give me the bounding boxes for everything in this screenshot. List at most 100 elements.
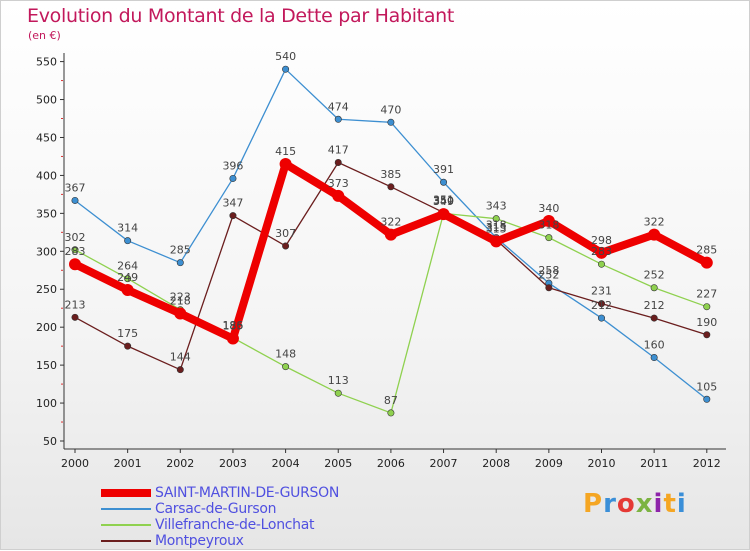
data-label-villefranche: 318 (538, 219, 559, 232)
x-tick-label: 2005 (324, 457, 352, 470)
data-label-carsac: 396 (222, 159, 243, 172)
legend-swatch (101, 489, 151, 497)
data-label-carsac: 391 (433, 163, 454, 176)
data-label-montpeyroux: 144 (170, 351, 191, 364)
legend-item-montpeyroux: Montpeyroux (101, 533, 401, 549)
data-label-saint-martin: 340 (538, 202, 559, 215)
data-point-montpeyroux (176, 366, 184, 374)
x-tick-label: 2008 (482, 457, 510, 470)
data-point-saint-martin (69, 258, 81, 271)
data-label-montpeyroux: 307 (275, 227, 296, 240)
data-label-montpeyroux: 347 (222, 197, 243, 210)
logo-letter: i (676, 489, 687, 519)
logo-letter: i (653, 489, 664, 519)
logo-letter: x (635, 489, 654, 519)
data-label-montpeyroux: 315 (486, 221, 507, 234)
data-point-carsac (387, 118, 395, 126)
data-point-saint-martin (332, 189, 345, 202)
legend-swatch (101, 540, 151, 542)
data-point-villefranche (334, 389, 342, 397)
data-point-villefranche (703, 303, 711, 311)
data-label-montpeyroux: 231 (591, 285, 612, 298)
x-tick-label: 2000 (61, 457, 89, 470)
data-label-carsac: 285 (170, 244, 191, 257)
legend-item-villefranche: Villefranche-de-Lonchat (101, 517, 401, 533)
y-tick-label: 200 (36, 321, 57, 334)
data-label-villefranche: 252 (644, 269, 665, 282)
data-point-villefranche (492, 215, 500, 223)
data-label-saint-martin: 283 (65, 245, 86, 258)
y-tick-label: 350 (36, 207, 57, 220)
data-point-saint-martin (384, 228, 397, 241)
data-label-villefranche: 264 (117, 260, 138, 273)
data-label-saint-martin: 313 (486, 222, 507, 235)
data-label-montpeyroux: 212 (644, 299, 665, 312)
data-point-villefranche (387, 409, 395, 417)
data-point-carsac (71, 196, 79, 204)
data-label-villefranche: 350 (433, 194, 454, 207)
data-point-montpeyroux (597, 300, 605, 308)
proxiti-logo: Proxiti (583, 489, 687, 519)
legend-item-carsac: Carsac-de-Gurson (101, 501, 401, 517)
data-point-montpeyroux (650, 314, 658, 322)
chart-unit: (en €) (28, 29, 61, 42)
data-label-carsac: 105 (696, 380, 717, 393)
x-tick-label: 2011 (640, 457, 668, 470)
data-point-montpeyroux (334, 159, 342, 167)
data-label-montpeyroux: 385 (380, 168, 401, 181)
data-label-montpeyroux: 351 (433, 194, 454, 207)
data-label-montpeyroux: 417 (328, 144, 349, 157)
data-point-saint-martin (542, 214, 555, 227)
data-point-villefranche (597, 260, 605, 268)
data-label-saint-martin: 349 (433, 195, 454, 208)
data-point-montpeyroux (229, 212, 237, 220)
data-label-saint-martin: 285 (696, 244, 717, 257)
axes: 50 100 150 200 250 300 350 400 450 500 550 2000 2001… (36, 53, 726, 470)
data-point-carsac (176, 259, 184, 267)
logo-letter: o (616, 489, 636, 519)
series-lines (69, 65, 713, 417)
y-tick-label: 400 (36, 169, 57, 182)
data-point-saint-martin (174, 307, 187, 320)
data-point-carsac (229, 174, 237, 182)
data-label-carsac: 367 (65, 181, 86, 194)
data-label-carsac: 160 (644, 339, 665, 352)
data-label-montpeyroux: 175 (117, 327, 138, 340)
data-label-villefranche: 302 (65, 231, 86, 244)
data-point-carsac (650, 354, 658, 362)
data-point-villefranche (124, 275, 132, 283)
data-label-saint-martin: 415 (275, 145, 296, 158)
x-tick-label: 2012 (693, 457, 721, 470)
data-point-montpeyroux (124, 342, 132, 350)
data-label-carsac: 212 (591, 299, 612, 312)
data-label-carsac: 540 (275, 50, 296, 63)
legend-label: Villefranche-de-Lonchat (155, 517, 315, 533)
y-tick-label: 100 (36, 397, 57, 410)
data-point-saint-martin (226, 332, 239, 345)
data-point-saint-martin (490, 235, 503, 248)
data-label-saint-martin: 298 (591, 234, 612, 247)
data-point-montpeyroux (545, 284, 553, 292)
logo-letter: r (603, 489, 617, 519)
y-tick-label: 50 (43, 435, 57, 448)
data-point-carsac (124, 237, 132, 245)
x-tick-label: 2010 (588, 457, 616, 470)
y-tick-label: 500 (36, 94, 57, 107)
data-point-saint-martin (595, 246, 608, 259)
data-label-carsac: 314 (117, 222, 138, 235)
data-label-montpeyroux: 213 (65, 298, 86, 311)
x-tick-label: 2004 (272, 457, 300, 470)
data-label-villefranche: 227 (696, 288, 717, 301)
legend-label: SAINT-MARTIN-DE-GURSON (155, 485, 340, 501)
data-label-villefranche: 186 (222, 319, 243, 332)
y-tick-label: 450 (36, 131, 57, 144)
data-point-carsac (282, 65, 290, 73)
x-tick-label: 2003 (219, 457, 247, 470)
y-tick-label: 550 (36, 56, 57, 69)
data-label-villefranche: 343 (486, 200, 507, 213)
data-label-saint-martin: 322 (380, 216, 401, 229)
data-label-villefranche: 87 (384, 394, 398, 407)
series-line-montpeyroux (74, 161, 708, 371)
